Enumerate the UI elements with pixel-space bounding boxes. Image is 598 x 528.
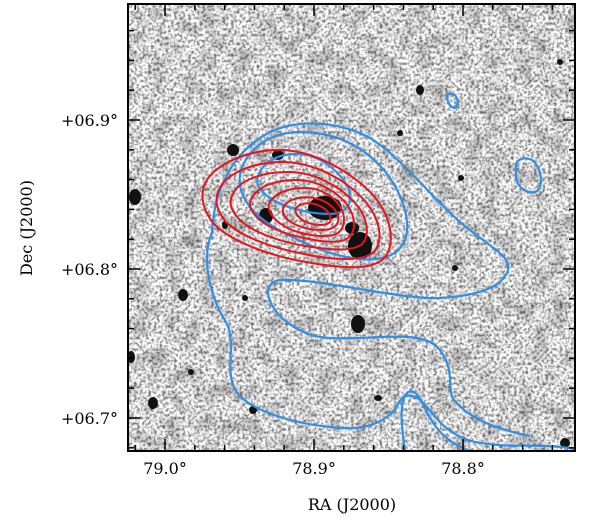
axis-ticks bbox=[128, 4, 575, 451]
image-panel bbox=[128, 4, 575, 451]
source bbox=[129, 189, 141, 205]
y-tick-label: +06.8° bbox=[61, 260, 118, 279]
red-contour-1 bbox=[201, 148, 392, 269]
source bbox=[242, 295, 248, 301]
red-contour-5 bbox=[267, 186, 345, 238]
red-contour-6 bbox=[281, 196, 340, 232]
source bbox=[452, 265, 458, 271]
source bbox=[458, 175, 464, 181]
blue-contour-small-right bbox=[514, 157, 542, 194]
x-tick-labels: 79.0° 78.9° 78.8° bbox=[143, 459, 485, 478]
y-tick-label: +06.7° bbox=[61, 409, 118, 428]
source bbox=[345, 222, 359, 234]
red-contour-3 bbox=[229, 170, 368, 251]
y-tick-label: +06.9° bbox=[61, 111, 118, 130]
red-contour-4 bbox=[248, 178, 355, 243]
source bbox=[351, 315, 365, 333]
source bbox=[188, 369, 194, 375]
source bbox=[560, 438, 570, 448]
source bbox=[148, 397, 158, 409]
red-contour-2 bbox=[215, 160, 381, 260]
blue-contour-tiny bbox=[445, 92, 459, 110]
blue-contour-outer bbox=[205, 231, 575, 451]
red-contours bbox=[201, 148, 392, 269]
source bbox=[397, 130, 403, 136]
blue-contour-outer-upper bbox=[210, 122, 531, 438]
source bbox=[374, 395, 382, 401]
y-axis-label: Dec (J2000) bbox=[17, 180, 36, 276]
red-contour-7 bbox=[294, 202, 332, 226]
x-tick-label: 78.8° bbox=[441, 459, 485, 478]
source bbox=[178, 289, 188, 301]
y-tick-labels: +06.9° +06.8° +06.7° bbox=[61, 111, 118, 428]
source bbox=[557, 59, 563, 65]
x-tick-label: 79.0° bbox=[143, 459, 187, 478]
source bbox=[227, 144, 239, 156]
x-tick-label: 78.9° bbox=[292, 459, 336, 478]
blue-contour-mid bbox=[238, 130, 409, 261]
x-axis-label: RA (J2000) bbox=[308, 495, 396, 514]
plot-frame bbox=[127, 3, 576, 452]
source bbox=[128, 351, 135, 363]
blue-contours bbox=[205, 92, 575, 451]
blue-contour-bottom bbox=[400, 390, 471, 451]
source bbox=[416, 85, 424, 95]
